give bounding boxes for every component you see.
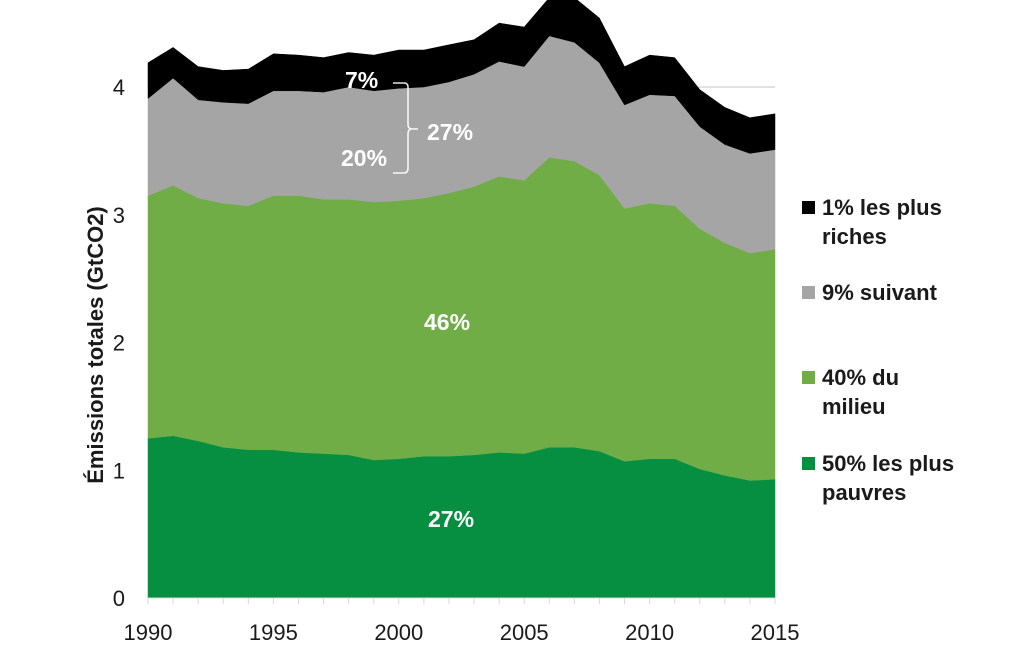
- legend-label-bottom50-line1: 50% les plus: [822, 451, 954, 476]
- y-tick-label-3: 3: [113, 203, 125, 228]
- x-axis: 1990 1995 2000 2005 2010 2015: [124, 597, 800, 645]
- legend-item-next9: 9% suivant: [802, 280, 938, 305]
- area-layers: [147, 0, 776, 599]
- annotation-next9-share: 20%: [341, 145, 387, 171]
- y-tick-label-4: 4: [113, 75, 125, 100]
- legend-label-bottom50-line2: pauvres: [822, 480, 906, 505]
- x-tick-label-2015: 2015: [751, 620, 800, 645]
- annotation-top1-share: 7%: [345, 67, 378, 93]
- annotation-bottom50-share: 27%: [428, 506, 474, 532]
- y-tick-label-0: 0: [113, 586, 125, 611]
- legend-swatch-top1: [802, 201, 815, 214]
- y-axis-label: Émissions totales (GtCO2): [83, 206, 108, 484]
- legend-item-bottom50: 50% les plus pauvres: [802, 451, 954, 505]
- x-tick-label-1995: 1995: [249, 620, 298, 645]
- annotation-middle40-share: 46%: [424, 309, 470, 335]
- y-axis: 0 1 2 3 4: [113, 75, 125, 611]
- legend-swatch-next9: [802, 286, 815, 299]
- legend-item-middle40: 40% du milieu: [802, 365, 899, 419]
- legend-swatch-bottom50: [802, 457, 815, 470]
- annotation-top10-share: 27%: [427, 119, 473, 145]
- legend-label-top1-line1: 1% les plus: [822, 195, 942, 220]
- x-tick-label-2010: 2010: [625, 620, 674, 645]
- annotation-bracket: [393, 82, 418, 174]
- legend-label-next9-line1: 9% suivant: [822, 280, 938, 305]
- x-tick-label-2000: 2000: [374, 620, 423, 645]
- legend-swatch-middle40: [802, 371, 815, 384]
- legend-label-top1-line2: riches: [822, 224, 887, 249]
- legend-label-middle40-line2: milieu: [822, 394, 886, 419]
- legend-item-top1: 1% les plus riches: [802, 195, 942, 249]
- area-1pct-les-plus-riches: [147, 0, 776, 154]
- x-tick-label-2005: 2005: [500, 620, 549, 645]
- legend: 1% les plus riches 9% suivant 40% du mil…: [802, 195, 954, 505]
- legend-label-middle40-line1: 40% du: [822, 365, 899, 390]
- y-tick-label-1: 1: [113, 458, 125, 483]
- x-tick-label-1990: 1990: [124, 620, 173, 645]
- y-tick-label-2: 2: [113, 331, 125, 356]
